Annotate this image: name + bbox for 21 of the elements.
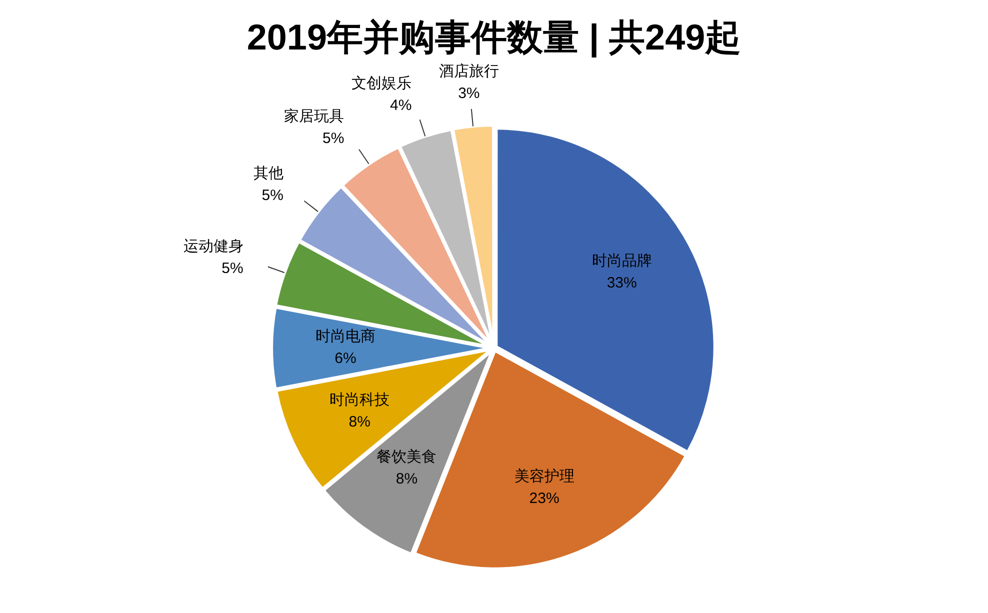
slice-label: 餐饮美食 — [376, 448, 437, 466]
data-label: 6% — [334, 350, 356, 368]
slice-label: 文创娱乐 — [352, 74, 412, 92]
slice-label: 其他 — [253, 164, 284, 182]
slice-label: 运动健身 — [183, 238, 244, 255]
data-label: 5% — [262, 186, 284, 204]
data-label: 33% — [606, 274, 637, 292]
slice-label: 家居玩具 — [284, 108, 344, 125]
data-label: 8% — [348, 413, 370, 430]
data-label: 23% — [529, 490, 560, 507]
chart-title: 2019年并购事件数量 | 共249起 — [246, 16, 742, 58]
slice-label: 时尚科技 — [330, 391, 390, 408]
data-label: 8% — [396, 470, 418, 488]
data-label: 4% — [390, 96, 412, 114]
slice-label: 酒店旅行 — [438, 62, 499, 80]
slice-label: 时尚品牌 — [592, 252, 652, 270]
slice-label: 美容护理 — [514, 468, 574, 485]
data-label: 3% — [458, 84, 480, 102]
slice-label: 时尚电商 — [315, 328, 376, 346]
data-label: 5% — [222, 260, 244, 277]
data-label: 5% — [322, 130, 344, 147]
